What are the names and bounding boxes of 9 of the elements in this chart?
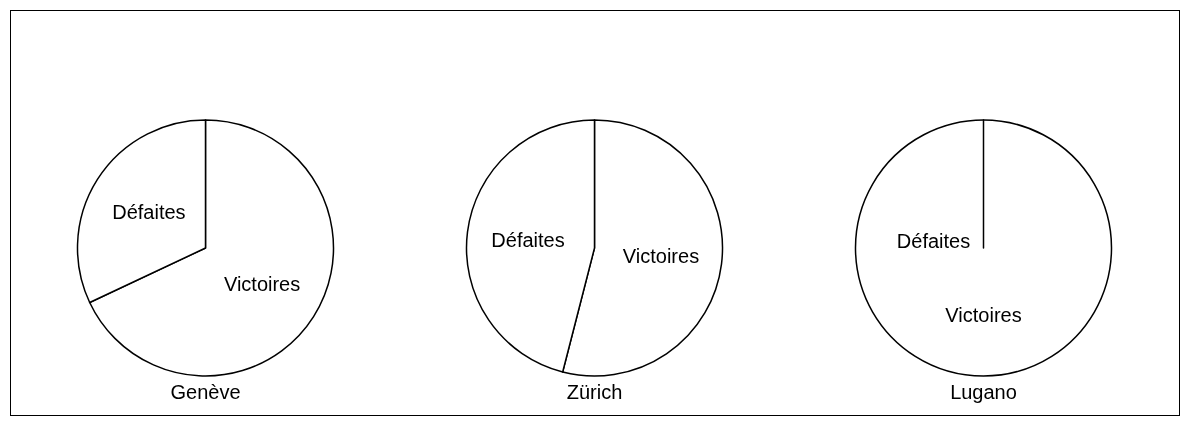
text: Lugano — [950, 381, 1017, 403]
category-label: Défaites — [896, 230, 971, 252]
slice-label: Victoires — [622, 245, 700, 268]
text: Genève — [170, 381, 241, 403]
slice-label: Défaites — [112, 201, 186, 224]
text: Zürich — [566, 381, 623, 403]
slice-label: Défaites — [491, 228, 565, 251]
slice-label: Victoires — [223, 272, 301, 295]
slice-label: Victoires — [945, 304, 1022, 326]
